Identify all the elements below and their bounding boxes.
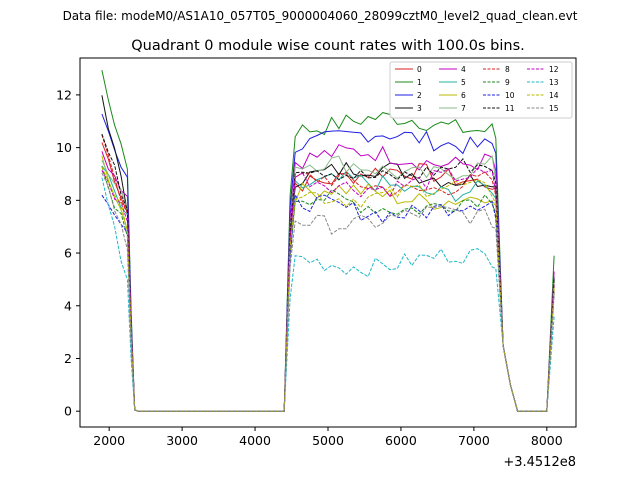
legend-label-6: 6 [461,91,466,100]
legend-label-12: 12 [549,65,559,74]
series-line-13 [101,177,555,412]
x-tick-label: 2000 [93,433,125,448]
series-line-15 [101,172,555,412]
legend-label-11: 11 [505,104,515,113]
legend-label-2: 2 [417,91,422,100]
chart-title: Quadrant 0 module wise count rates with … [131,38,525,54]
legend-label-10: 10 [505,91,515,100]
legend-box [389,61,573,119]
x-tick-label: 4000 [239,433,271,448]
legend-label-1: 1 [417,78,422,87]
legend-label-4: 4 [461,65,466,74]
series-line-11 [101,133,555,412]
legend-label-14: 14 [549,91,559,100]
x-tick-label: 5000 [312,433,344,448]
plot-area [79,57,577,428]
y-tick-label: 0 [64,404,72,419]
y-tick-label: 4 [64,298,72,313]
x-tick-label: 7000 [458,433,490,448]
y-tick-label: 8 [64,193,72,208]
x-tick-label: 6000 [385,433,417,448]
y-tick-label: 10 [56,140,72,155]
series-layer [101,69,555,412]
x-tick-label: 3000 [166,433,198,448]
legend-label-9: 9 [505,78,510,87]
legend-label-13: 13 [549,78,559,87]
legend-label-8: 8 [505,65,510,74]
legend-label-0: 0 [417,65,422,74]
legend-label-7: 7 [461,104,466,113]
y-tick-label: 6 [64,246,72,261]
y-tick-label: 2 [64,351,72,366]
y-axis: 0 2 4 6 8 10 12 [56,87,80,419]
legend-label-5: 5 [461,78,466,87]
x-offset-label: +3.4512e8 [503,455,576,470]
x-axis: 2000 3000 4000 5000 6000 7000 8000 [93,427,563,448]
y-tick-label: 12 [56,87,72,102]
legend-label-3: 3 [417,104,422,113]
x-tick-label: 8000 [531,433,563,448]
legend-label-15: 15 [549,104,559,113]
series-line-14 [101,166,555,412]
chart-suptitle: Data file: modeM0/AS1A10_057T05_90000040… [63,9,578,23]
